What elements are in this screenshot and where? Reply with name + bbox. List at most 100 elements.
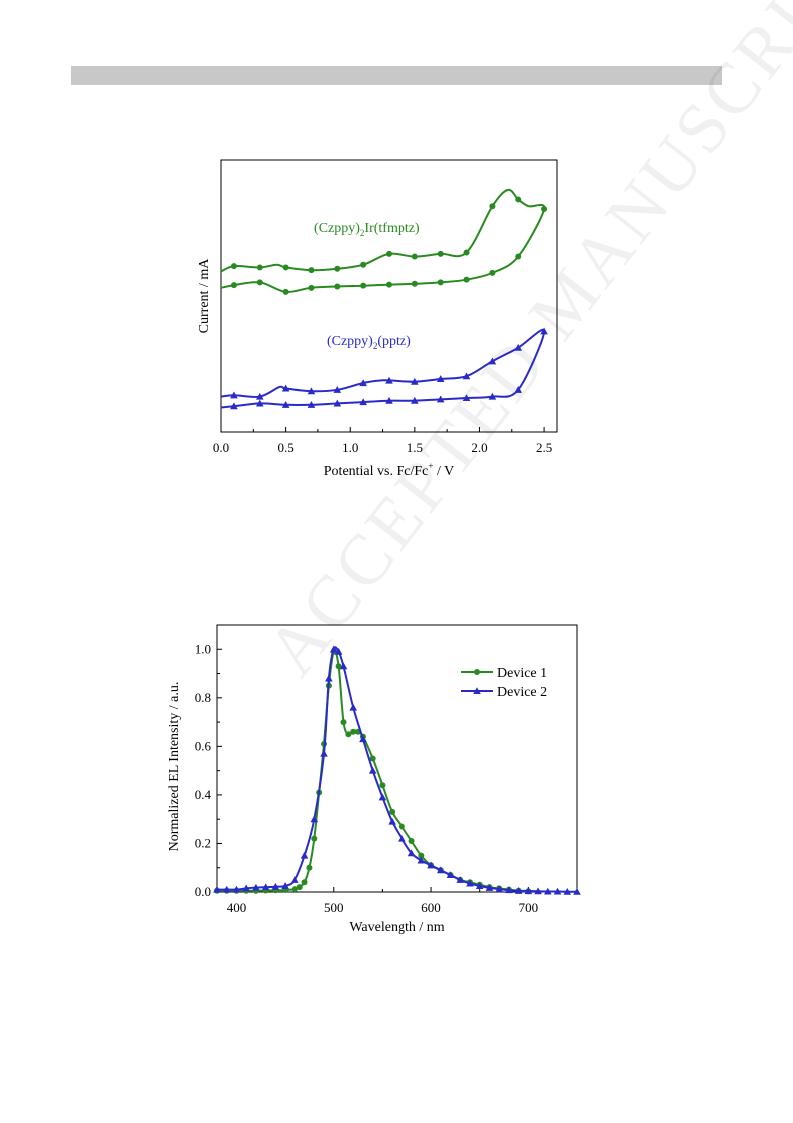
cv-data-point: [359, 398, 367, 406]
el-data-point: [446, 871, 455, 879]
page-header-band: [71, 66, 722, 85]
el-data-point: [389, 808, 396, 815]
cv-data-point: [514, 386, 523, 393]
el-data-point: [514, 886, 523, 894]
el-y-axis-label: Normalized EL Intensity / a.u.: [167, 682, 182, 852]
cv-data-point: [411, 396, 419, 404]
cv-data-point: [307, 401, 316, 408]
cv-data-point: [282, 288, 289, 295]
cv-series-line: [220, 188, 546, 294]
el-data-point: [291, 876, 299, 883]
cv-data-point: [514, 343, 523, 351]
el-data-point: [349, 703, 358, 711]
cv-data-point: [386, 281, 392, 288]
el-data-point: [339, 662, 348, 670]
cv-plot-frame: [220, 159, 558, 433]
el-data-point: [271, 882, 280, 890]
cv-data-point: [230, 402, 238, 410]
cv-data-point: [411, 253, 418, 260]
cv-data-point: [489, 269, 496, 276]
el-data-point: [306, 864, 313, 871]
cv-data-point: [360, 261, 367, 268]
el-data-point: [388, 817, 396, 825]
el-spectra-chart: 400 500 600 700 0.0 0.2 0.4 0.6 0.8 1.0 Wavelength…: [167, 624, 581, 935]
el-data-point: [418, 852, 425, 859]
el-data-point: [427, 861, 435, 869]
cv-curve-label: (Czppy)2(pptz): [327, 334, 411, 351]
el-data-point: [553, 887, 562, 895]
cv-data-point: [436, 395, 445, 403]
cv-data-point: [256, 264, 263, 271]
el-data-point: [222, 885, 231, 893]
cv-x-tick-label: 1.0: [342, 440, 358, 455]
cv-data-point: [488, 357, 497, 365]
cv-data-point: [411, 377, 419, 385]
cv-data-point: [515, 196, 522, 203]
el-data-point: [524, 887, 533, 895]
el-data-point: [379, 782, 386, 789]
el-legend-label: Device 2: [497, 685, 547, 700]
el-x-tick-label: 500: [324, 900, 344, 915]
el-data-point: [485, 884, 494, 891]
el-data-point: [436, 866, 445, 874]
el-legend-label: Device 1: [497, 666, 547, 681]
cv-data-point: [230, 263, 237, 270]
el-data-point: [534, 887, 542, 895]
el-data-point: [417, 856, 426, 864]
cv-curve-label: (Czppy)2Ir(tfmptz): [314, 221, 420, 238]
el-data-point: [310, 815, 319, 823]
cv-data-point: [385, 376, 393, 384]
el-data-point: [475, 882, 484, 889]
el-data-point: [300, 851, 309, 859]
el-legend-marker: [474, 669, 480, 675]
cv-data-point: [360, 282, 367, 289]
el-data-point: [345, 731, 352, 738]
el-x-tick-label: 400: [227, 900, 247, 915]
cv-y-axis-label: Current / mA: [197, 258, 212, 334]
el-data-point: [368, 766, 377, 774]
cv-x-tick-label: 2.0: [471, 440, 487, 455]
cv-data-point: [462, 394, 471, 402]
cv-data-point: [230, 282, 237, 289]
cv-data-point: [230, 391, 238, 399]
el-data-point: [495, 885, 503, 893]
el-data-point: [340, 719, 347, 726]
el-y-tick-label: 0.2: [195, 835, 211, 850]
cv-data-point: [541, 205, 548, 212]
el-data-point: [398, 823, 405, 830]
cv-data-point: [307, 387, 316, 395]
el-y-tick-label: 0.6: [195, 738, 212, 753]
cv-data-point: [256, 279, 263, 286]
el-data-point: [320, 749, 328, 757]
cv-x-tick-label: 0.0: [213, 440, 229, 455]
el-series-line: [217, 646, 577, 893]
el-data-point: [301, 879, 308, 886]
el-x-axis-label: Wavelength / nm: [349, 920, 444, 935]
cv-data-point: [437, 250, 444, 257]
el-data-point: [456, 876, 465, 883]
el-y-tick-label: 0.4: [195, 787, 212, 802]
cv-data-point: [540, 327, 548, 335]
el-data-point: [242, 884, 250, 892]
cv-series-line: [220, 328, 546, 409]
cv-data-point: [333, 386, 342, 393]
cv-x-tick-label: 1.5: [407, 440, 423, 455]
el-data-point: [544, 887, 552, 895]
cv-data-point: [436, 375, 445, 382]
cv-data-point: [308, 284, 315, 291]
cv-plot: 0.0 0.5 1.0 1.5 2.0 2.5 Potential vs. Fc/Fc+ /…: [197, 159, 558, 479]
cv-data-point: [411, 280, 418, 287]
el-data-point: [369, 755, 376, 762]
el-data-point: [232, 885, 241, 893]
el-data-point: [213, 885, 221, 893]
el-data-point: [466, 879, 474, 887]
cv-data-point: [255, 392, 264, 400]
el-data-point: [573, 887, 581, 895]
cv-x-axis-label: Potential vs. Fc/Fc+ / V: [324, 461, 454, 479]
el-data-point: [252, 883, 260, 891]
cv-data-point: [333, 399, 342, 407]
el-y-tick-label: 0.8: [195, 690, 211, 705]
cv-data-point: [282, 264, 289, 271]
cv-data-point: [462, 372, 471, 380]
